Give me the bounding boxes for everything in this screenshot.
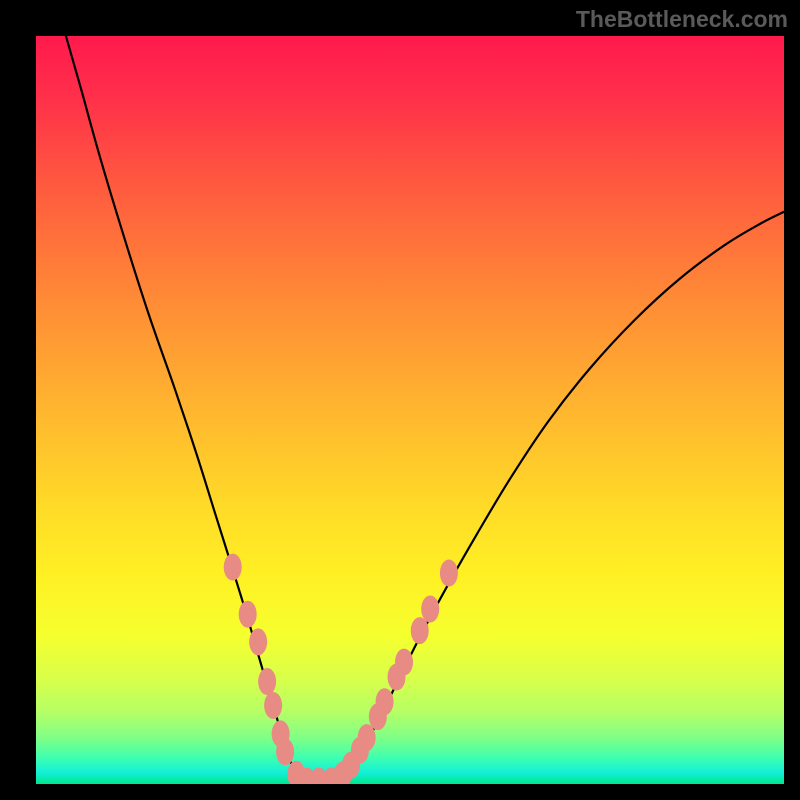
plot-area bbox=[36, 36, 784, 784]
background-gradient bbox=[36, 36, 784, 784]
